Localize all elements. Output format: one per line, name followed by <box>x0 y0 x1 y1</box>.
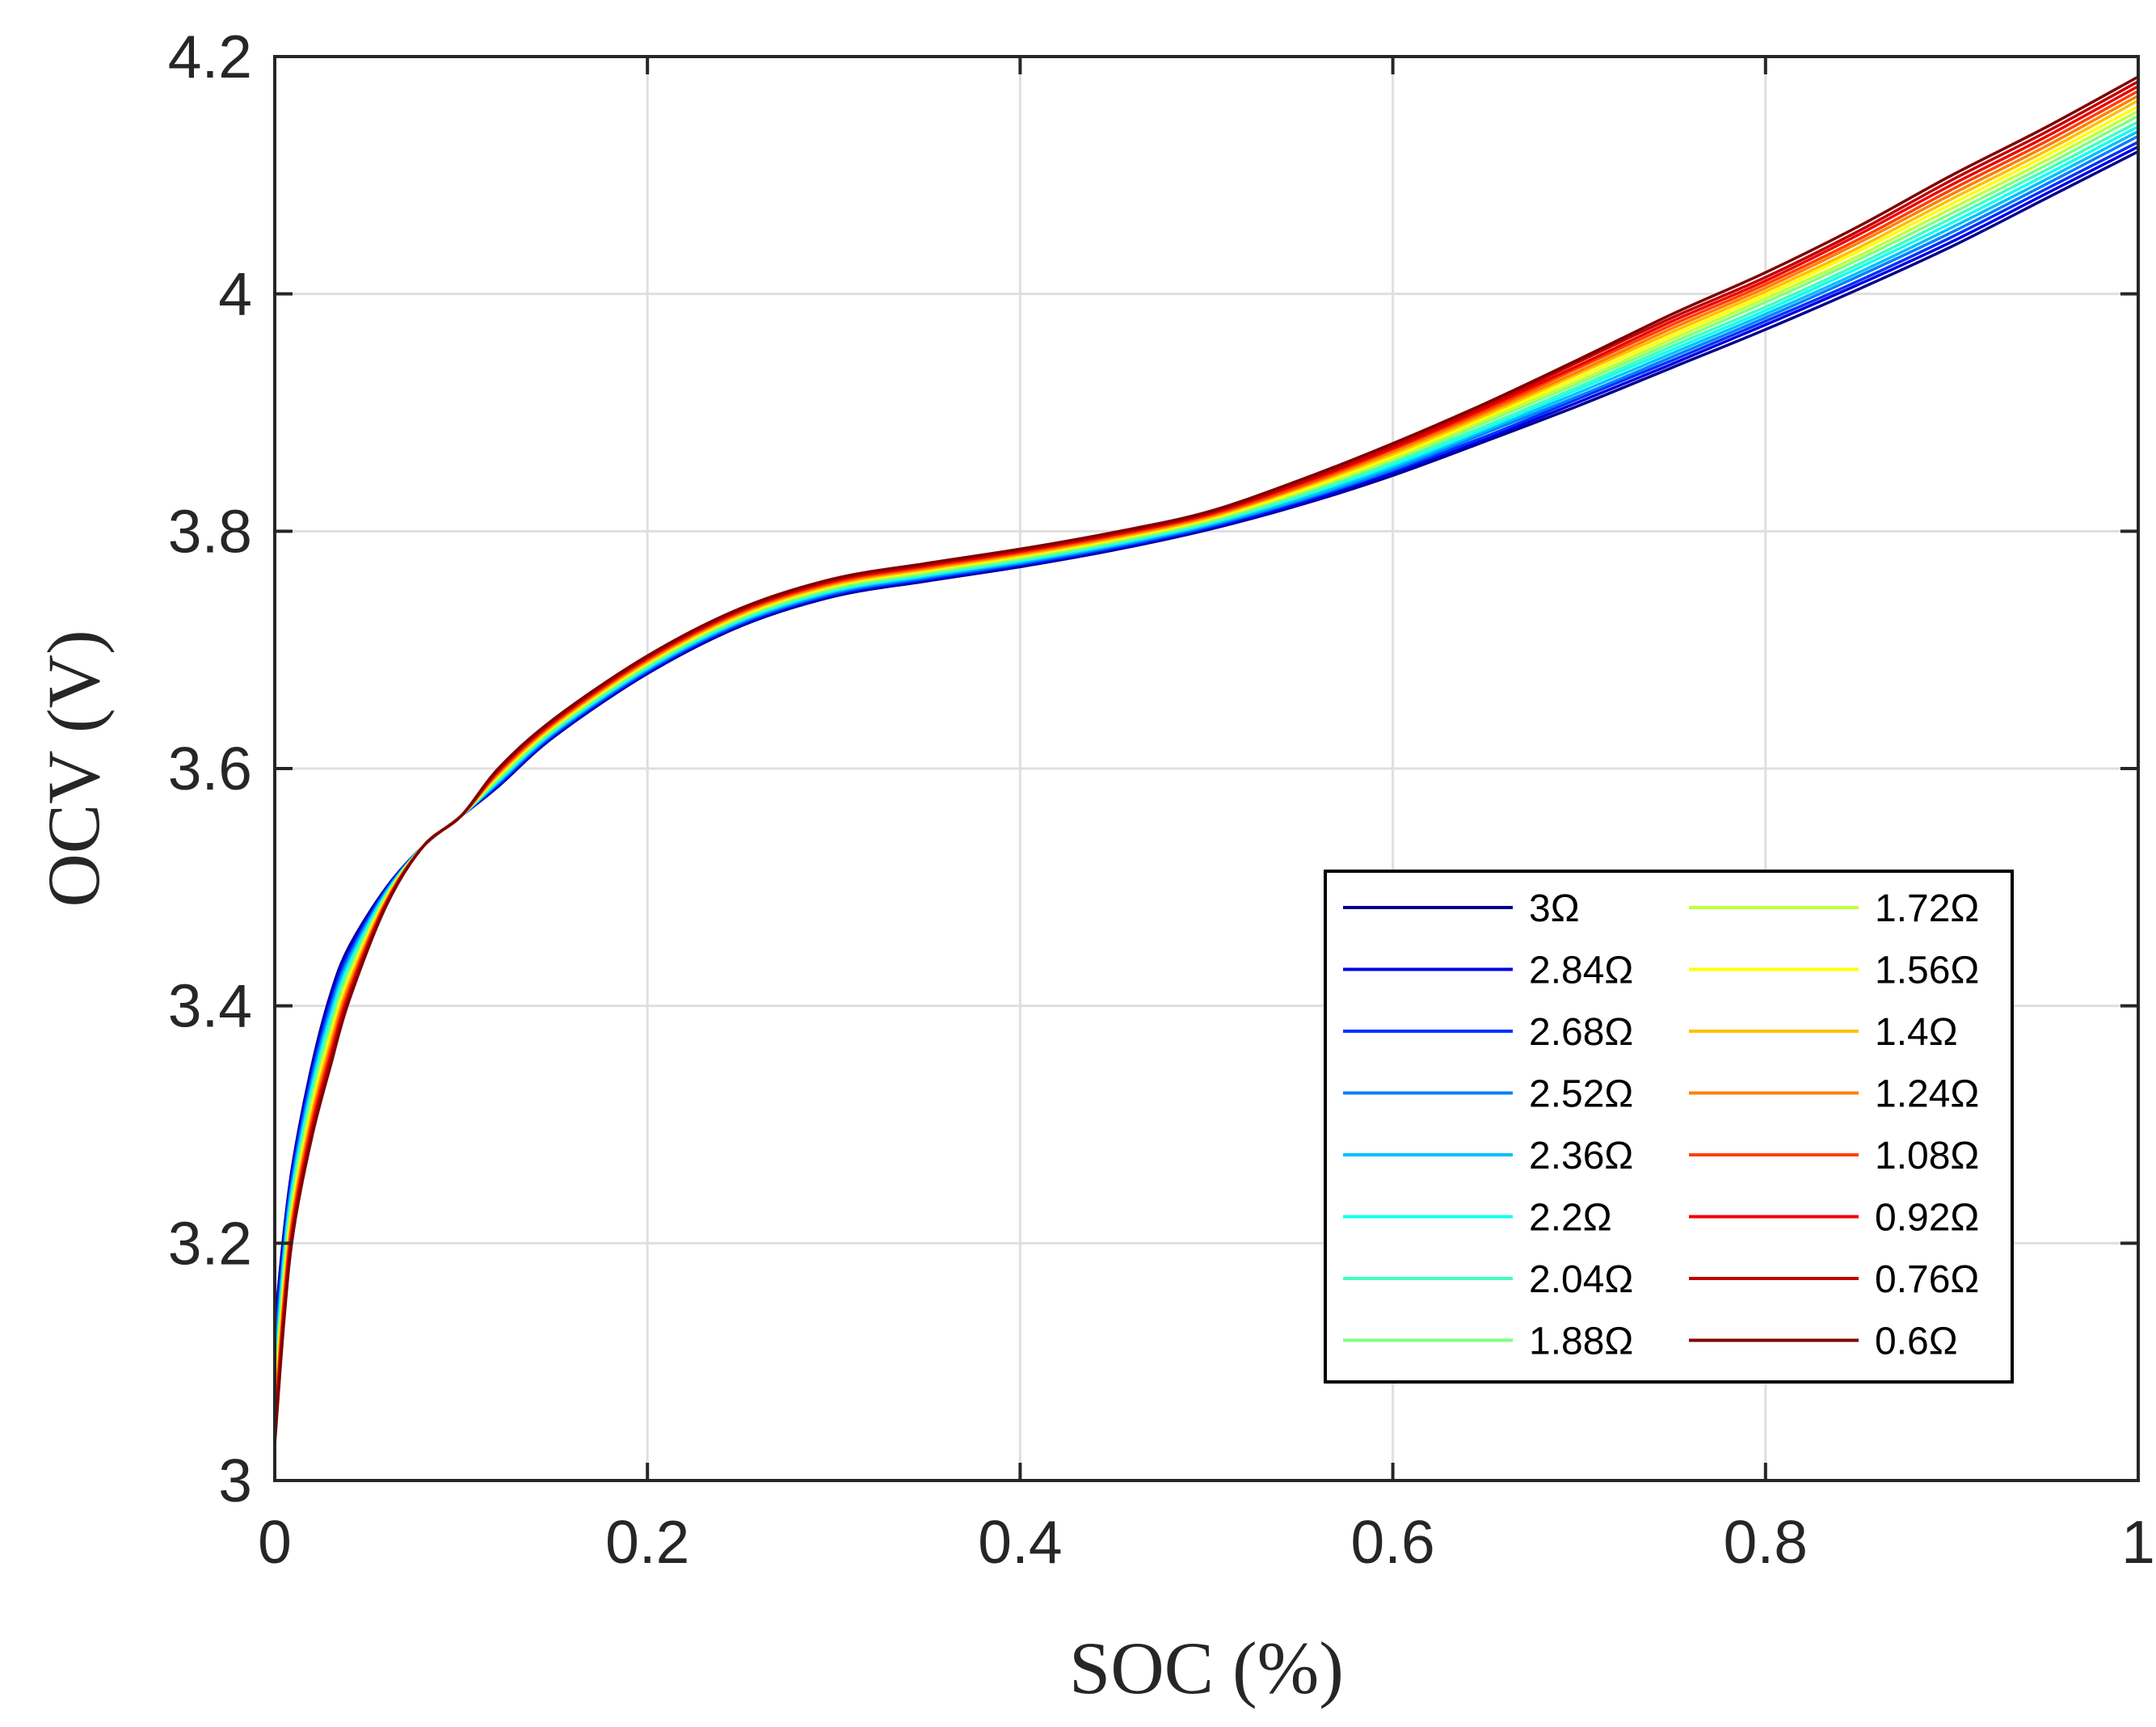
legend-label: 2.84Ω <box>1529 950 1633 992</box>
x-tick-label: 1 <box>2121 1508 2155 1576</box>
x-tick-label: 0.4 <box>978 1508 1062 1576</box>
legend-label: 1.08Ω <box>1875 1135 1979 1177</box>
legend-label: 3Ω <box>1529 887 1580 930</box>
y-tick-label: 3.4 <box>168 972 252 1040</box>
y-tick-label: 3.8 <box>168 497 252 565</box>
legend-label: 0.6Ω <box>1875 1321 1958 1363</box>
y-tick-label: 3 <box>218 1447 252 1514</box>
legend-label: 1.88Ω <box>1529 1321 1633 1363</box>
legend-box <box>1324 870 2014 1384</box>
x-tick-label: 0.6 <box>1350 1508 1434 1576</box>
x-tick-label: 0.8 <box>1724 1508 1808 1576</box>
tick-labels: 0 0.2 0.4 0.6 0.8 1 3 3.2 3.4 3.6 3.8 4 4.2 <box>168 23 2155 1576</box>
legend-label: 2.68Ω <box>1529 1011 1633 1054</box>
legend-label: 0.92Ω <box>1875 1197 1979 1240</box>
legend-label: 0.76Ω <box>1875 1258 1979 1301</box>
legend-label: 1.24Ω <box>1875 1073 1979 1116</box>
legend-label: 1.72Ω <box>1875 887 1979 930</box>
legend-label: 2.52Ω <box>1529 1073 1633 1116</box>
y-tick-label: 4 <box>218 260 252 328</box>
legend-label: 1.4Ω <box>1875 1011 1958 1054</box>
tick-marks <box>273 55 2140 1482</box>
y-tick-label: 4.2 <box>168 23 252 91</box>
y-tick-label: 3.6 <box>168 735 252 802</box>
legend: 3Ω 2.84Ω 2.68Ω 2.52Ω 2.36Ω 2.2Ω 2.04Ω 1.88Ω 1.72… <box>1324 870 2014 1384</box>
legend-label: 2.04Ω <box>1529 1258 1633 1301</box>
series-line-15 <box>273 75 2139 1446</box>
x-axis-title: SOC (%) <box>1069 1627 1344 1709</box>
legend-label: 2.36Ω <box>1529 1135 1633 1177</box>
legend-label: 1.56Ω <box>1875 950 1979 992</box>
x-tick-label: 0 <box>258 1508 292 1576</box>
y-axis-title: OCV (V) <box>32 630 115 907</box>
y-tick-label: 3.2 <box>168 1209 252 1277</box>
legend-label: 2.2Ω <box>1529 1197 1612 1240</box>
series-lines <box>273 75 2139 1446</box>
x-tick-label: 0.2 <box>605 1508 689 1576</box>
